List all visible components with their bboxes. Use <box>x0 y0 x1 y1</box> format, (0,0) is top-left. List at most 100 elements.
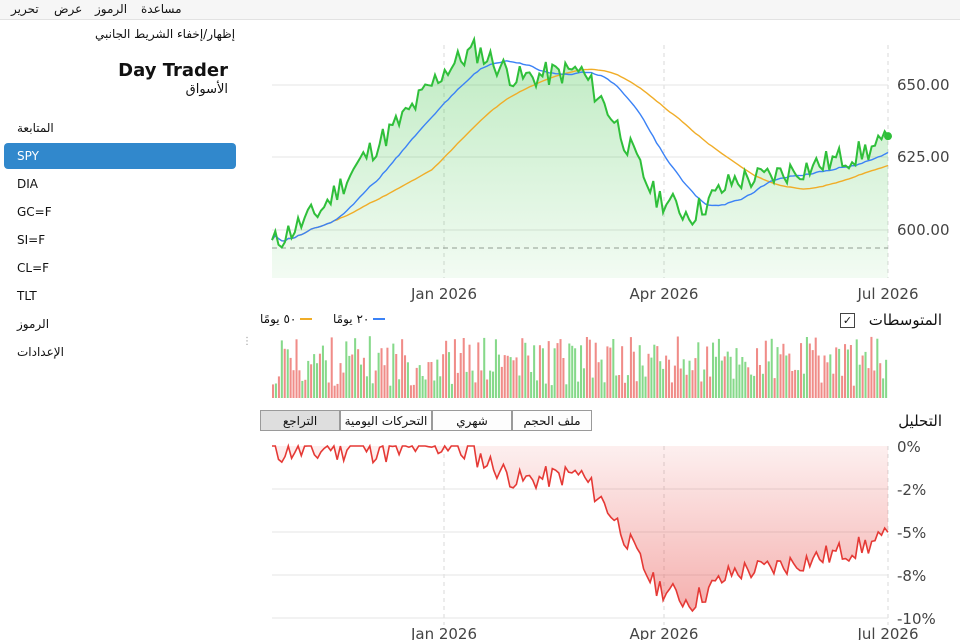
volume-bar <box>477 342 480 398</box>
volume-bar <box>800 343 803 398</box>
daily-moves-button[interactable]: التحركات اليومية <box>340 410 432 431</box>
averages-label: المتوسطات <box>868 311 942 329</box>
volume-bar <box>624 382 627 398</box>
volume-bar <box>773 378 776 398</box>
volume-bar <box>750 374 753 398</box>
sidebar-item-dia[interactable]: DIA <box>4 171 236 197</box>
volume-bar <box>348 355 351 398</box>
sidebar-item-tlt[interactable]: TLT <box>4 283 236 309</box>
volume-bar <box>524 342 527 398</box>
volume-bar <box>321 345 324 398</box>
volume-bar <box>310 364 313 398</box>
volume-bar <box>600 359 603 398</box>
legend-item-ma20: ٢٠ يومًا <box>333 312 386 326</box>
volume-bar <box>641 365 644 398</box>
volume-bar <box>559 339 562 398</box>
volume-bar <box>588 339 591 398</box>
volume-bar <box>811 350 814 398</box>
volume-bar <box>814 337 817 398</box>
app-subtitle: الأسواق <box>185 82 228 97</box>
volume-bar <box>515 357 518 398</box>
y-tick-label: -8% <box>897 567 926 585</box>
volume-bar <box>483 337 486 398</box>
volume-bar <box>533 345 536 398</box>
volume-bar <box>665 355 668 398</box>
volume-bar <box>782 343 785 398</box>
volume-bar <box>612 339 615 398</box>
volume-bar <box>538 345 541 398</box>
sidebar-item-settings[interactable]: الإعدادات <box>4 339 236 365</box>
volume-bar <box>870 336 873 398</box>
volume-bar <box>313 354 316 398</box>
volume-bar <box>676 336 679 398</box>
volume-bar <box>307 360 310 398</box>
volume-bar <box>632 351 635 398</box>
volume-bar <box>650 357 653 398</box>
menu-help[interactable]: مساعدة <box>141 2 182 16</box>
volume-bar <box>820 382 823 398</box>
volume-bar <box>747 367 750 398</box>
volume-bar <box>318 353 321 398</box>
volume-bar <box>832 373 835 398</box>
menu-view[interactable]: عرض <box>54 2 83 16</box>
volume-bar <box>292 370 295 398</box>
drawdown-button[interactable]: التراجع <box>260 410 340 431</box>
volume-bar <box>885 359 888 398</box>
volume-bar <box>351 354 354 398</box>
x-tick-label: Jan 2026 <box>410 285 477 303</box>
volume-bar <box>415 367 418 398</box>
sidebar-item-spy[interactable]: SPY <box>4 143 236 169</box>
volume-bar <box>732 378 735 398</box>
sidebar-item-watchlist[interactable]: المتابعة <box>4 115 236 141</box>
volume-bar <box>741 357 744 398</box>
sidebar-item-label: GC=F <box>17 205 52 219</box>
menu-edit[interactable]: تحرير <box>11 2 39 16</box>
volume-bar <box>714 356 717 398</box>
ma20-line <box>271 60 889 242</box>
volume-bar <box>404 355 407 398</box>
volume-bar <box>615 375 618 398</box>
volume-bar <box>794 369 797 398</box>
volume-bar <box>521 338 524 398</box>
y-tick-label: -5% <box>897 524 926 542</box>
volume-bar <box>597 362 600 398</box>
drawdown-chart: 0% -2% -5% -8% -10% Jan 2026 Apr 2026 Ju… <box>272 440 936 640</box>
sidebar-item-symbols[interactable]: الرموز <box>4 311 236 337</box>
sidebar-item-gold[interactable]: GC=F <box>4 199 236 225</box>
volume-bar <box>823 355 826 398</box>
sidebar-item-crude[interactable]: CL=F <box>4 255 236 281</box>
sidebar-toggle-button[interactable]: إظهار/إخفاء الشريط الجانبي <box>95 27 236 41</box>
volume-bar <box>280 340 283 398</box>
volume-bar <box>861 355 864 398</box>
menu-symbols[interactable]: الرموز <box>95 2 128 16</box>
sidebar-item-label: المتابعة <box>17 121 54 135</box>
sidebar-item-silver[interactable]: SI=F <box>4 227 236 253</box>
volume-bar <box>571 345 574 398</box>
menu-bar: تحرير عرض الرموز مساعدة <box>0 0 960 20</box>
volume-bar <box>849 345 852 398</box>
averages-checkbox[interactable]: ✓ <box>840 313 855 328</box>
volume-bar <box>494 339 497 398</box>
volume-bar <box>550 385 553 398</box>
volume-bar <box>574 348 577 398</box>
sidebar-splitter-handle[interactable]: ⋮ <box>242 336 252 347</box>
x-tick-label: Jan 2026 <box>410 625 477 640</box>
price-area <box>272 39 888 278</box>
volume-bar <box>688 360 691 398</box>
volume-bar <box>876 338 879 398</box>
sidebar-item-label: CL=F <box>17 261 50 275</box>
volume-bar <box>298 370 301 398</box>
monthly-button[interactable]: شهري <box>432 410 512 431</box>
volume-bar <box>761 373 764 398</box>
volume-bar <box>272 384 275 398</box>
volume-bar <box>374 370 377 398</box>
volume-bar <box>685 374 688 398</box>
volume-bar <box>433 380 436 398</box>
y-tick-label: -2% <box>897 481 926 499</box>
volume-profile-button[interactable]: ملف الحجم <box>512 410 592 431</box>
volume-bar <box>468 344 471 398</box>
volume-bar <box>383 365 386 398</box>
volume-bar <box>673 365 676 398</box>
volume-bar <box>585 337 588 398</box>
volume-bar <box>453 339 456 398</box>
